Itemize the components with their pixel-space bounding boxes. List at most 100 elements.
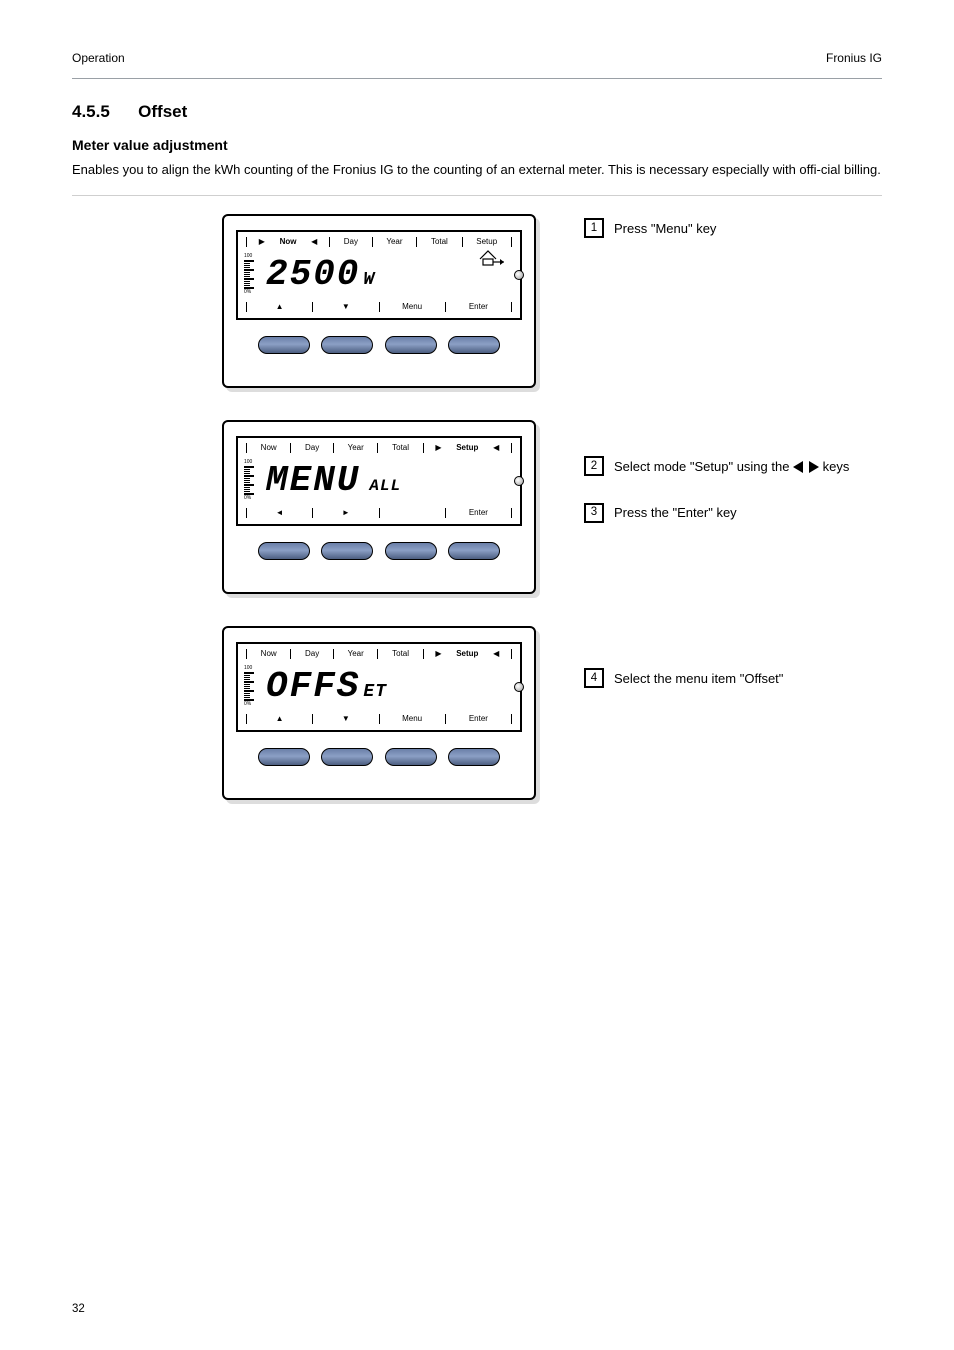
lcd-segment-display: OFFSET [266,669,387,705]
section-rule [72,195,882,196]
step-row: NowDayYearTotal▶Setup◀1000%MENUALL◄►Ente… [72,420,882,594]
lcd-segment-display: MENUALL [266,463,401,499]
lcd-softkey-row: ▲▼MenuEnter [244,302,514,313]
lcd-tab-total: Total [389,443,412,454]
lcd-segment-display: 2500W [266,257,375,293]
step-reference: 2 Select mode "Setup" using the keys [584,456,849,476]
lcd-bottom-label: Enter [446,302,511,313]
hardware-button[interactable] [321,748,373,766]
step-text: Press "Menu" key [614,220,716,238]
step-reference: 1 Press "Menu" key [584,218,716,238]
step-number-box: 1 [584,218,604,238]
lcd-tab-row: ▶Now◀DayYearTotalSetup [244,237,514,248]
lcd-tab-day: Day [302,649,322,660]
hardware-button-row [236,336,522,354]
lcd-softkey-row: ▲▼MenuEnter [244,714,514,725]
subtitle: Meter value adjustment [72,136,882,155]
device-wrap: NowDayYearTotal▶Setup◀1000%MENUALL◄►Ente… [222,420,542,594]
section-name: Offset [138,102,187,121]
step-reference: 4 Select the menu item "Offset" [584,668,783,688]
lcd-bottom-label: Enter [446,714,511,725]
lcd-tab-now: Now [258,443,280,454]
header-rule [72,78,882,79]
hardware-button[interactable] [448,336,500,354]
lcd-bottom-label: Menu [380,714,445,725]
step-caption: 2 Select mode "Setup" using the keys [584,456,924,483]
intro-text: Enables you to align the kWh counting of… [72,161,882,179]
lcd-screen: NowDayYearTotal▶Setup◀1000%OFFSET▲▼MenuE… [236,642,522,732]
lcd-bottom-label: ► [313,508,378,519]
hardware-button[interactable] [258,542,310,560]
status-led [514,270,524,280]
lcd-tab-setup: Setup [453,443,481,454]
lcd-tab-day: Day [341,237,361,248]
lcd-gauge: 1000% [244,254,258,295]
page: Operation Fronius IG 4.5.5 Offset Meter … [0,0,954,1350]
house-feed-icon [478,249,506,267]
status-led [514,682,524,692]
header-right: Fronius IG [826,50,882,66]
page-number: 32 [72,1302,85,1318]
step-caption: 4 Select the menu item "Offset" [584,668,924,695]
triangle-right-icon [809,461,819,473]
status-led [514,476,524,486]
step-text: Select the menu item "Offset" [614,670,783,688]
hardware-button[interactable] [385,542,437,560]
lcd-screen: ▶Now◀DayYearTotalSetup1000%2500W▲▼MenuEn… [236,230,522,320]
caption-area: 2 Select mode "Setup" using the keys 3 Pres… [584,420,924,534]
tab-selector-right: ◀ [310,237,318,248]
step-number-box: 2 [584,456,604,476]
lcd-tab-setup: Setup [453,649,481,660]
hardware-button-row [236,748,522,766]
lcd-tab-year: Year [345,443,367,454]
lcd-main-row: 1000% OFFSET [244,659,514,713]
caption-area: 1 Press "Menu" key [584,214,924,249]
triangle-left-icon [793,461,803,473]
hardware-button[interactable] [448,542,500,560]
lcd-bottom-label: ▲ [247,714,312,725]
lcd-tab-day: Day [302,443,322,454]
hardware-button[interactable] [385,748,437,766]
lcd-tab-row: NowDayYearTotal▶Setup◀ [244,649,514,660]
hardware-button[interactable] [321,336,373,354]
tab-selector-left: ▶ [434,649,442,660]
tab-selector-right: ◀ [492,443,500,454]
lcd-bottom-label: ▼ [313,714,378,725]
hardware-button[interactable] [448,748,500,766]
caption-area: 4 Select the menu item "Offset" [584,626,924,699]
lcd-tab-now: Now [277,237,300,248]
device-wrap: NowDayYearTotal▶Setup◀1000%OFFSET▲▼MenuE… [222,626,542,800]
lcd-main-row: 1000%MENUALL [244,453,514,507]
lcd-main-row: 1000% 2500W [244,247,514,301]
lcd-bottom-label: Enter [446,508,511,519]
lcd-screen: NowDayYearTotal▶Setup◀1000%MENUALL◄►Ente… [236,436,522,526]
page-header: Operation Fronius IG [72,50,882,66]
step-number-box: 3 [584,503,604,523]
hardware-button[interactable] [385,336,437,354]
lcd-tab-setup: Setup [473,237,500,248]
lcd-tab-row: Now Day Year Total ▶ Setup ◀ [244,443,514,454]
device-panel: NowDayYearTotal▶Setup◀1000%MENUALL◄►Ente… [222,420,536,594]
header-left: Operation [72,50,125,66]
step-number-box: 4 [584,668,604,688]
section-number: 4.5.5 [72,102,110,121]
lcd-tab-total: Total [428,237,451,248]
step-row: NowDayYearTotal▶Setup◀1000%OFFSET▲▼MenuE… [72,626,882,800]
lcd-gauge: 1000% [244,666,258,707]
step-text: Select mode "Setup" using the keys [614,458,849,476]
device-panel: ▶Now◀DayYearTotalSetup1000%2500W▲▼MenuEn… [222,214,536,388]
step-caption: 3 Press the "Enter" key [584,502,924,529]
hardware-button[interactable] [258,748,310,766]
hardware-button-row [236,542,522,560]
tab-selector-left: ▶ [434,443,442,454]
hardware-button[interactable] [258,336,310,354]
step-caption: 1 Press "Menu" key [584,218,924,245]
tab-selector-right: ◀ [492,649,500,660]
steps-area: ▶Now◀DayYearTotalSetup1000%2500W▲▼MenuEn… [72,214,882,800]
lcd-softkey-row: ◄►Enter [244,508,514,519]
hardware-button[interactable] [321,542,373,560]
lcd-bottom-label: ▼ [313,302,378,313]
step-text: Press the "Enter" key [614,504,737,522]
lcd-tab-now: Now [258,649,280,660]
lcd-tab-total: Total [389,649,412,660]
